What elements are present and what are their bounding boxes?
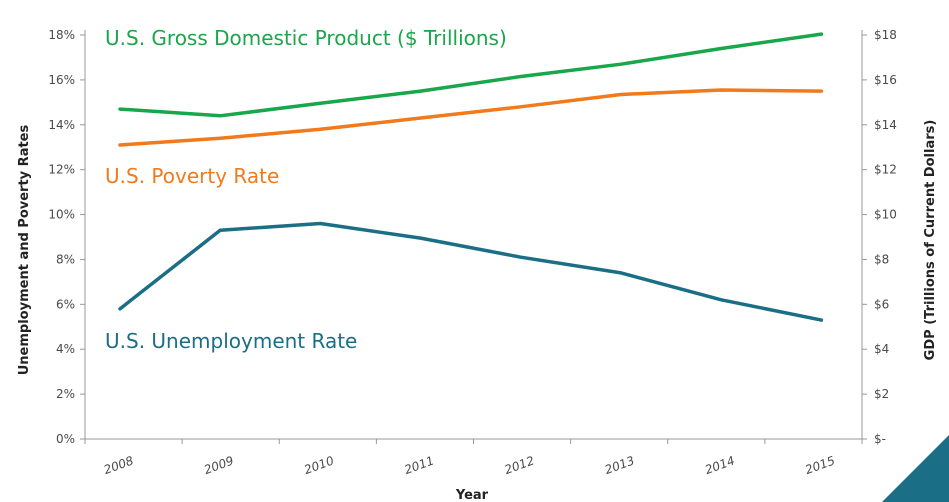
left-tick-label: 14% [48,118,75,132]
right-tick-label: $4 [874,342,889,356]
left-axis-ticks: 0% 2% 4% 6% 8% 10% 12% 14% 16% 18% [48,28,85,446]
y-axis-right-title: GDP (Trillions of Current Dollars) [923,120,938,361]
series-label-gdp: U.S. Gross Domestic Product ($ Trillions… [105,26,507,50]
right-tick-label: $8 [874,252,889,266]
left-tick-label: 10% [48,208,75,222]
x-tick-label: 2011 [402,453,435,477]
right-tick-label: $6 [874,297,889,311]
series-lines [118,32,824,322]
x-tick-label: 2008 [102,453,136,477]
x-axis-title: Year [455,488,489,502]
right-tick-label: $- [874,432,886,446]
x-tick-label: 2012 [503,453,536,477]
right-tick-label: $10 [874,208,897,222]
left-tick-label: 8% [56,252,75,266]
right-tick-label: $16 [874,73,897,87]
left-tick-label: 12% [48,163,75,177]
x-axis-ticks: 2008 2009 2010 2011 2012 2013 2014 2015 [84,439,863,477]
left-tick-label: 2% [56,387,75,401]
series-label-unemployment: U.S. Unemployment Rate [105,329,357,353]
y-axis-left-title: Unemployment and Poverty Rates [17,125,32,376]
right-tick-label: $18 [874,28,897,42]
left-tick-label: 0% [56,432,75,446]
left-tick-label: 18% [48,28,75,42]
left-tick-label: 4% [56,342,75,356]
right-tick-label: $2 [874,387,889,401]
x-tick-label: 2014 [703,453,736,477]
left-tick-label: 16% [48,73,75,87]
right-tick-label: $14 [874,118,897,132]
series-line-gdp [118,32,824,118]
x-tick-label: 2015 [803,453,836,477]
left-tick-label: 6% [56,297,75,311]
series-line-poverty [118,88,824,147]
corner-triangle-decoration [882,435,949,502]
right-tick-label: $12 [874,163,897,177]
x-tick-label: 2010 [302,453,336,477]
series-label-poverty: U.S. Poverty Rate [105,164,279,188]
x-tick-label: 2009 [202,453,235,477]
right-axis-ticks: $- $2 $4 $6 $8 $10 $12 $14 $16 $18 [862,28,897,446]
x-tick-label: 2013 [603,453,636,477]
series-line-unemployment [118,221,824,322]
